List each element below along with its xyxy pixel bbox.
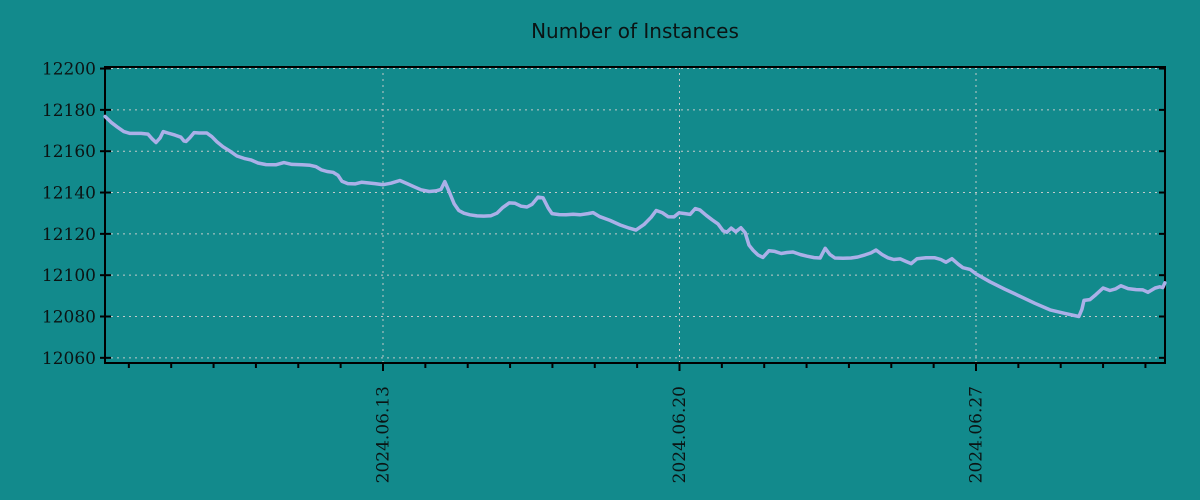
y-tick-label: 12080 [42,308,96,328]
label-layer: 12060 12080 12100 12120 12140 12160 12180 12200… [42,60,987,484]
x-tick-label: 2024.06.13 [373,386,393,483]
x-tick-label: 2024.06.27 [967,386,987,483]
plot-border [104,66,1166,364]
grid-layer [105,67,1165,363]
instances-series-line [103,114,1167,319]
y-tick-label: 12140 [42,184,96,204]
axis-layer [100,66,1166,371]
chart-title: Number of Instances [531,19,739,43]
y-tick-label: 12060 [42,349,96,369]
y-tick-label: 12160 [42,142,96,162]
y-tick-label: 12120 [42,225,96,245]
y-tick-label: 12100 [42,266,96,286]
y-tick-label: 12200 [42,60,96,80]
y-tick-label: 12180 [42,101,96,121]
series-layer [103,114,1167,319]
x-tick-label: 2024.06.20 [670,386,690,483]
